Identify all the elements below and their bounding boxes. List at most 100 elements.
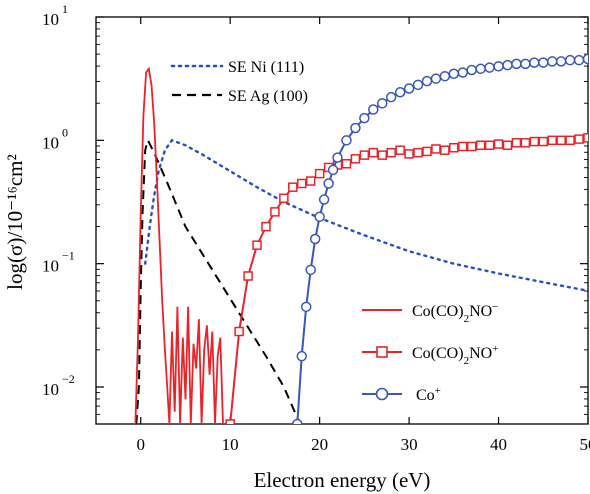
data-point-square [475,140,486,151]
data-point-circle [546,56,558,67]
y-tick-label: 10 [42,10,59,29]
y-tick-label: 10 [42,257,59,276]
plot-frame [95,16,589,425]
data-point-square [377,150,388,160]
data-point-circle [292,418,303,424]
data-point-square [288,182,298,192]
data-point-circle [555,56,567,67]
data-point-square [314,168,325,179]
y-tick-exponent: −2 [62,372,75,386]
series-layer [134,53,588,424]
data-point-square [484,140,495,151]
data-point-square [279,193,289,204]
x-tick-label: 40 [490,435,507,454]
data-point-square [395,145,405,155]
legend-label: Co(CO)2NO+ [412,343,498,367]
data-point-circle [448,68,460,79]
data-point-square [583,133,588,143]
data-point-circle [385,91,397,103]
data-point-circle [484,62,495,73]
data-point-square [449,142,459,153]
series-line-2 [134,66,224,424]
data-point-circle [466,64,477,76]
data-point-square [511,138,522,148]
data-point-square [261,221,271,232]
data-point-square [565,135,575,146]
axis-ticks [96,16,589,424]
data-point-circle [318,194,330,205]
x-tick-label: 30 [401,435,418,454]
x-tick-label: 50 [580,435,590,454]
legend-label: SE Ag (100) [228,88,308,105]
data-point-circle [573,54,585,66]
data-point-square [422,146,432,157]
data-point-square [556,135,566,146]
data-point-square [404,149,414,159]
data-point-circle [511,58,522,70]
legend-label: SE Ni (111) [228,59,304,76]
data-point-circle [309,233,321,245]
y-tick-exponent: −1 [62,249,75,263]
data-point-circle [582,53,588,65]
data-point-circle [332,152,343,163]
data-point-circle [377,98,388,109]
data-point-circle [314,211,325,223]
y-axis-title: log(σ)/10⁻¹⁶cm² [3,154,27,290]
x-tick-label: 20 [311,435,328,454]
series-line-0 [144,138,588,292]
data-point-circle [394,86,406,98]
data-point-square [520,138,531,148]
data-point-square [538,136,549,147]
data-point-square [359,150,370,160]
data-point-square [368,147,379,158]
data-point-square [440,145,450,155]
data-point-circle [403,83,415,94]
data-point-square [243,271,253,281]
data-point-square [270,207,280,217]
data-point-square [529,136,540,147]
data-point-circle [475,63,486,75]
data-point-circle [538,57,549,68]
data-point-square [502,140,513,151]
data-point-circle [439,70,451,82]
data-point-circle [327,164,339,176]
legend-label: Co(CO)2NO− [412,301,498,325]
data-point-square [493,139,504,149]
y-tick-label: 10 [42,133,59,152]
x-tick-label: 10 [222,435,239,454]
legend-marker-circle [375,387,389,401]
tick-labels: 0102030405010110010−110−2 [42,2,590,454]
data-point-square [458,141,468,152]
x-axis-title: Electron energy (eV) [254,468,431,492]
data-point-circle [341,135,352,146]
series-line-4 [296,57,588,424]
legend: SE Ni (111) SE Ag (100) Co(CO)2NO− Co(CO)2N… [170,59,498,404]
data-point-circle [300,301,312,313]
data-point-circle [368,104,379,115]
x-tick-label: 0 [136,435,145,454]
data-point-circle [359,112,370,124]
data-point-circle [296,350,307,362]
data-point-square [466,141,477,152]
y-tick-label: 10 [42,380,59,399]
data-point-circle [457,67,469,78]
y-tick-exponent: 0 [62,125,68,139]
data-point-square [296,178,307,189]
data-point-square [225,419,235,424]
data-point-square [305,176,316,186]
data-point-circle [350,122,361,134]
y-tick-exponent: 1 [62,2,68,16]
data-point-square [413,147,423,158]
data-point-square [234,326,244,337]
data-point-circle [323,178,334,189]
data-point-circle [412,79,424,91]
data-point-circle [529,57,540,68]
data-point-square [252,240,262,250]
data-point-square [386,147,396,158]
data-point-circle [520,58,531,70]
data-point-square [431,144,441,154]
data-point-square [341,159,352,169]
data-point-square [547,135,557,146]
